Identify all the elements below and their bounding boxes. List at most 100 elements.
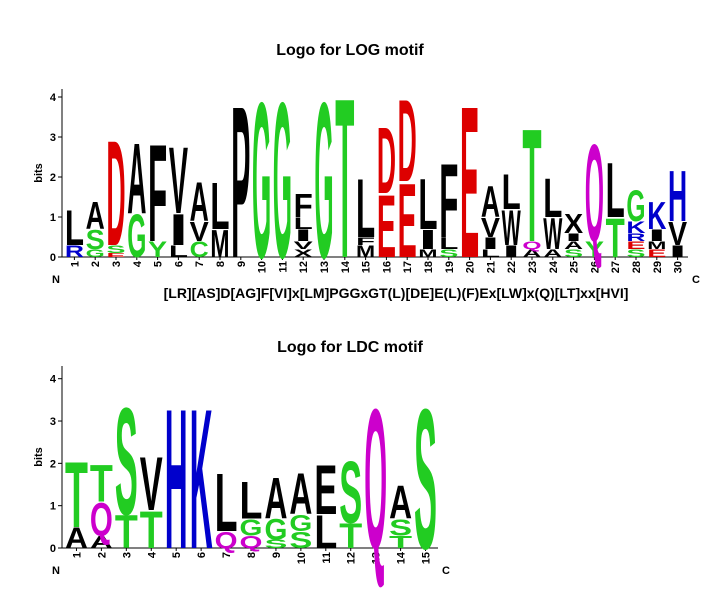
logo-letter: Q: [364, 368, 387, 591]
logo-letter: E: [626, 239, 645, 251]
logo-letter: A: [522, 247, 541, 259]
logo-letter: P: [231, 61, 250, 304]
x-tick-label: 4: [132, 260, 144, 267]
x-tick-label: 22: [506, 261, 518, 273]
chart-title: Logo for LDC motif: [277, 339, 423, 356]
logo-letter: D: [106, 111, 125, 278]
x-tick-label: 27: [610, 261, 622, 273]
logo-letter: E: [398, 162, 417, 280]
logo-letter: M: [647, 239, 666, 251]
logo-letter: L: [169, 242, 188, 261]
logo-letter: F: [148, 115, 167, 271]
x-tick-label: 12: [346, 552, 358, 564]
c-terminus-label: C: [442, 565, 450, 577]
x-tick-label: 9: [271, 552, 283, 558]
logo-letter: I: [564, 231, 583, 243]
x-tick-label: 28: [631, 261, 643, 273]
x-tick-label: 6: [173, 261, 185, 267]
logo-letter: Y: [148, 237, 167, 262]
y-tick-label: 3: [50, 132, 56, 144]
logo-letter: L: [294, 214, 313, 233]
x-tick-label: 21: [485, 261, 497, 273]
logo-letter: S: [289, 527, 312, 553]
logo-letter: A: [90, 532, 113, 552]
logo-letter: G: [252, 56, 271, 305]
n-terminus-label: N: [52, 274, 60, 286]
logo-letter: A: [65, 521, 88, 554]
logo-letter: S: [439, 247, 458, 259]
x-tick-label: 7: [221, 552, 233, 558]
logo-letter: A: [190, 172, 209, 234]
logo-letter: R: [626, 231, 645, 243]
logo-letter: T: [389, 532, 412, 552]
logo-letter: H: [668, 156, 687, 236]
logo-letter: M: [418, 247, 437, 259]
logo-letter: A: [127, 123, 146, 235]
y-tick-label: 2: [50, 172, 56, 184]
x-tick-label: 8: [215, 261, 227, 267]
x-tick-label: 8: [246, 552, 258, 558]
logo-letter: L: [314, 505, 337, 558]
y-tick-label: 1: [50, 212, 56, 224]
logo-letter: A: [389, 476, 412, 529]
logo-letter: L: [418, 164, 437, 244]
x-tick-label: 2: [90, 261, 102, 267]
x-tick-label: 15: [361, 261, 373, 273]
x-tick-label: 20: [465, 261, 477, 273]
logo-letter: V: [294, 239, 313, 251]
logo-letter: I: [169, 205, 188, 254]
x-tick-label: 25: [569, 261, 581, 273]
logo-letter: L: [502, 163, 521, 219]
logo-letter: A: [564, 239, 583, 251]
x-tick-label: 26: [589, 261, 601, 273]
logo-letter: T: [140, 500, 163, 559]
x-tick-label: 1: [69, 261, 81, 267]
logo-letter: G: [86, 247, 105, 259]
logo-letter: T: [65, 442, 88, 548]
logo-letter: Q: [585, 115, 604, 271]
logo-letter: T: [335, 52, 354, 306]
logo-letter: T: [522, 97, 541, 276]
x-tick-label: 13: [319, 261, 331, 273]
x-tick-label: 2: [96, 552, 108, 558]
logo-letter: L: [543, 168, 562, 230]
y-tick-label: 0: [50, 252, 56, 264]
x-tick-label: 7: [194, 261, 206, 267]
logo-letter: G: [127, 202, 146, 271]
logo-letter: V: [169, 128, 188, 234]
y-tick-label: 3: [50, 416, 56, 428]
x-tick-label: 10: [296, 552, 308, 564]
logo-letter: L: [240, 471, 263, 530]
x-tick-label: 14: [340, 260, 352, 273]
logo-letter: T: [339, 516, 362, 556]
logo-letter: I: [418, 224, 437, 255]
logo-letter: L: [481, 247, 500, 259]
logo-letter: E: [314, 451, 337, 529]
x-tick-label: 17: [402, 261, 414, 273]
logo-letter: I: [481, 234, 500, 253]
logo-letter: G: [289, 510, 312, 536]
x-tick-label: 10: [257, 261, 269, 273]
logo-letter: G: [240, 514, 263, 540]
x-tick-label: 14: [396, 551, 408, 564]
y-tick-label: 4: [50, 374, 57, 386]
logo-letter: T: [115, 505, 138, 558]
y-axis-label: bits: [33, 163, 45, 183]
logo-letter: G: [264, 513, 287, 546]
y-tick-label: 4: [50, 92, 57, 104]
logo-letter: V: [190, 216, 209, 247]
x-tick-label: 5: [171, 552, 183, 558]
x-tick-label: 1: [71, 552, 83, 558]
logo-letter: G: [626, 181, 645, 230]
logo-letter: K: [626, 218, 645, 237]
logo-letter: A: [289, 462, 312, 527]
logo-letter: T: [606, 208, 625, 270]
x-tick-label: 12: [298, 261, 310, 273]
x-tick-label: 11: [277, 261, 289, 273]
logo-letter: G: [273, 56, 292, 305]
logo-letter: W: [502, 199, 521, 255]
logo-letter: Q: [240, 532, 263, 552]
x-tick-label: 13: [371, 552, 383, 564]
logo-letter: I: [668, 242, 687, 261]
